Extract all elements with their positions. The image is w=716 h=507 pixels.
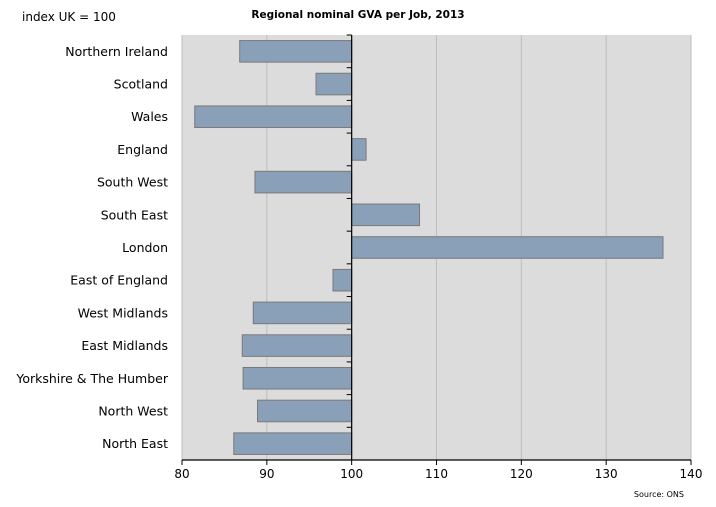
category-label: London [122,240,168,255]
category-label: England [117,142,168,157]
bar-east-midlands [241,334,353,357]
x-tick-label: 100 [340,467,363,481]
bar-east-of-england [332,268,353,292]
bar-wales [194,105,353,129]
category-label: South West [97,175,168,190]
bar-south-west [254,170,353,194]
x-tick-label: 90 [259,467,274,481]
bar-north-east [233,432,353,455]
x-tick-label: 130 [595,467,618,481]
y-axis-label: index UK = 100 [22,10,116,24]
bar-england [351,138,367,161]
x-tick-label: 120 [510,467,533,481]
category-label: Northern Ireland [65,44,168,59]
category-label: East of England [70,273,168,288]
bar-scotland [315,72,353,96]
bar-west-midlands [252,301,353,325]
category-label: East Midlands [81,338,168,353]
chart-title: Regional nominal GVA per Job, 2013 [251,9,464,21]
x-tick-label: 110 [425,467,448,481]
bar-south-east [351,203,421,227]
category-label: North East [102,436,168,451]
bar-london [351,236,664,259]
source-note: Source: ONS [634,490,684,499]
x-tick-label: 140 [680,467,703,481]
bar-northern-ireland [239,40,353,63]
category-label: Yorkshire & The Humber [15,371,169,386]
x-tick-label: 80 [174,467,189,481]
category-label: South East [101,207,168,222]
category-label: North West [98,403,168,418]
category-label: West Midlands [78,305,168,320]
bar-yorkshire-the-humber [242,366,353,390]
bar-north-west [257,399,353,423]
category-label: Wales [131,109,168,124]
category-label: Scotland [114,77,168,92]
